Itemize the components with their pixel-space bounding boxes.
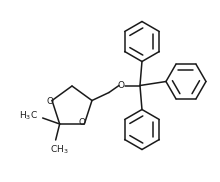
Text: O: O [117, 81, 125, 90]
Text: O: O [79, 118, 86, 127]
Text: CH$_3$: CH$_3$ [50, 144, 68, 157]
Text: O: O [46, 97, 53, 106]
Text: H$_3$C: H$_3$C [19, 110, 38, 122]
